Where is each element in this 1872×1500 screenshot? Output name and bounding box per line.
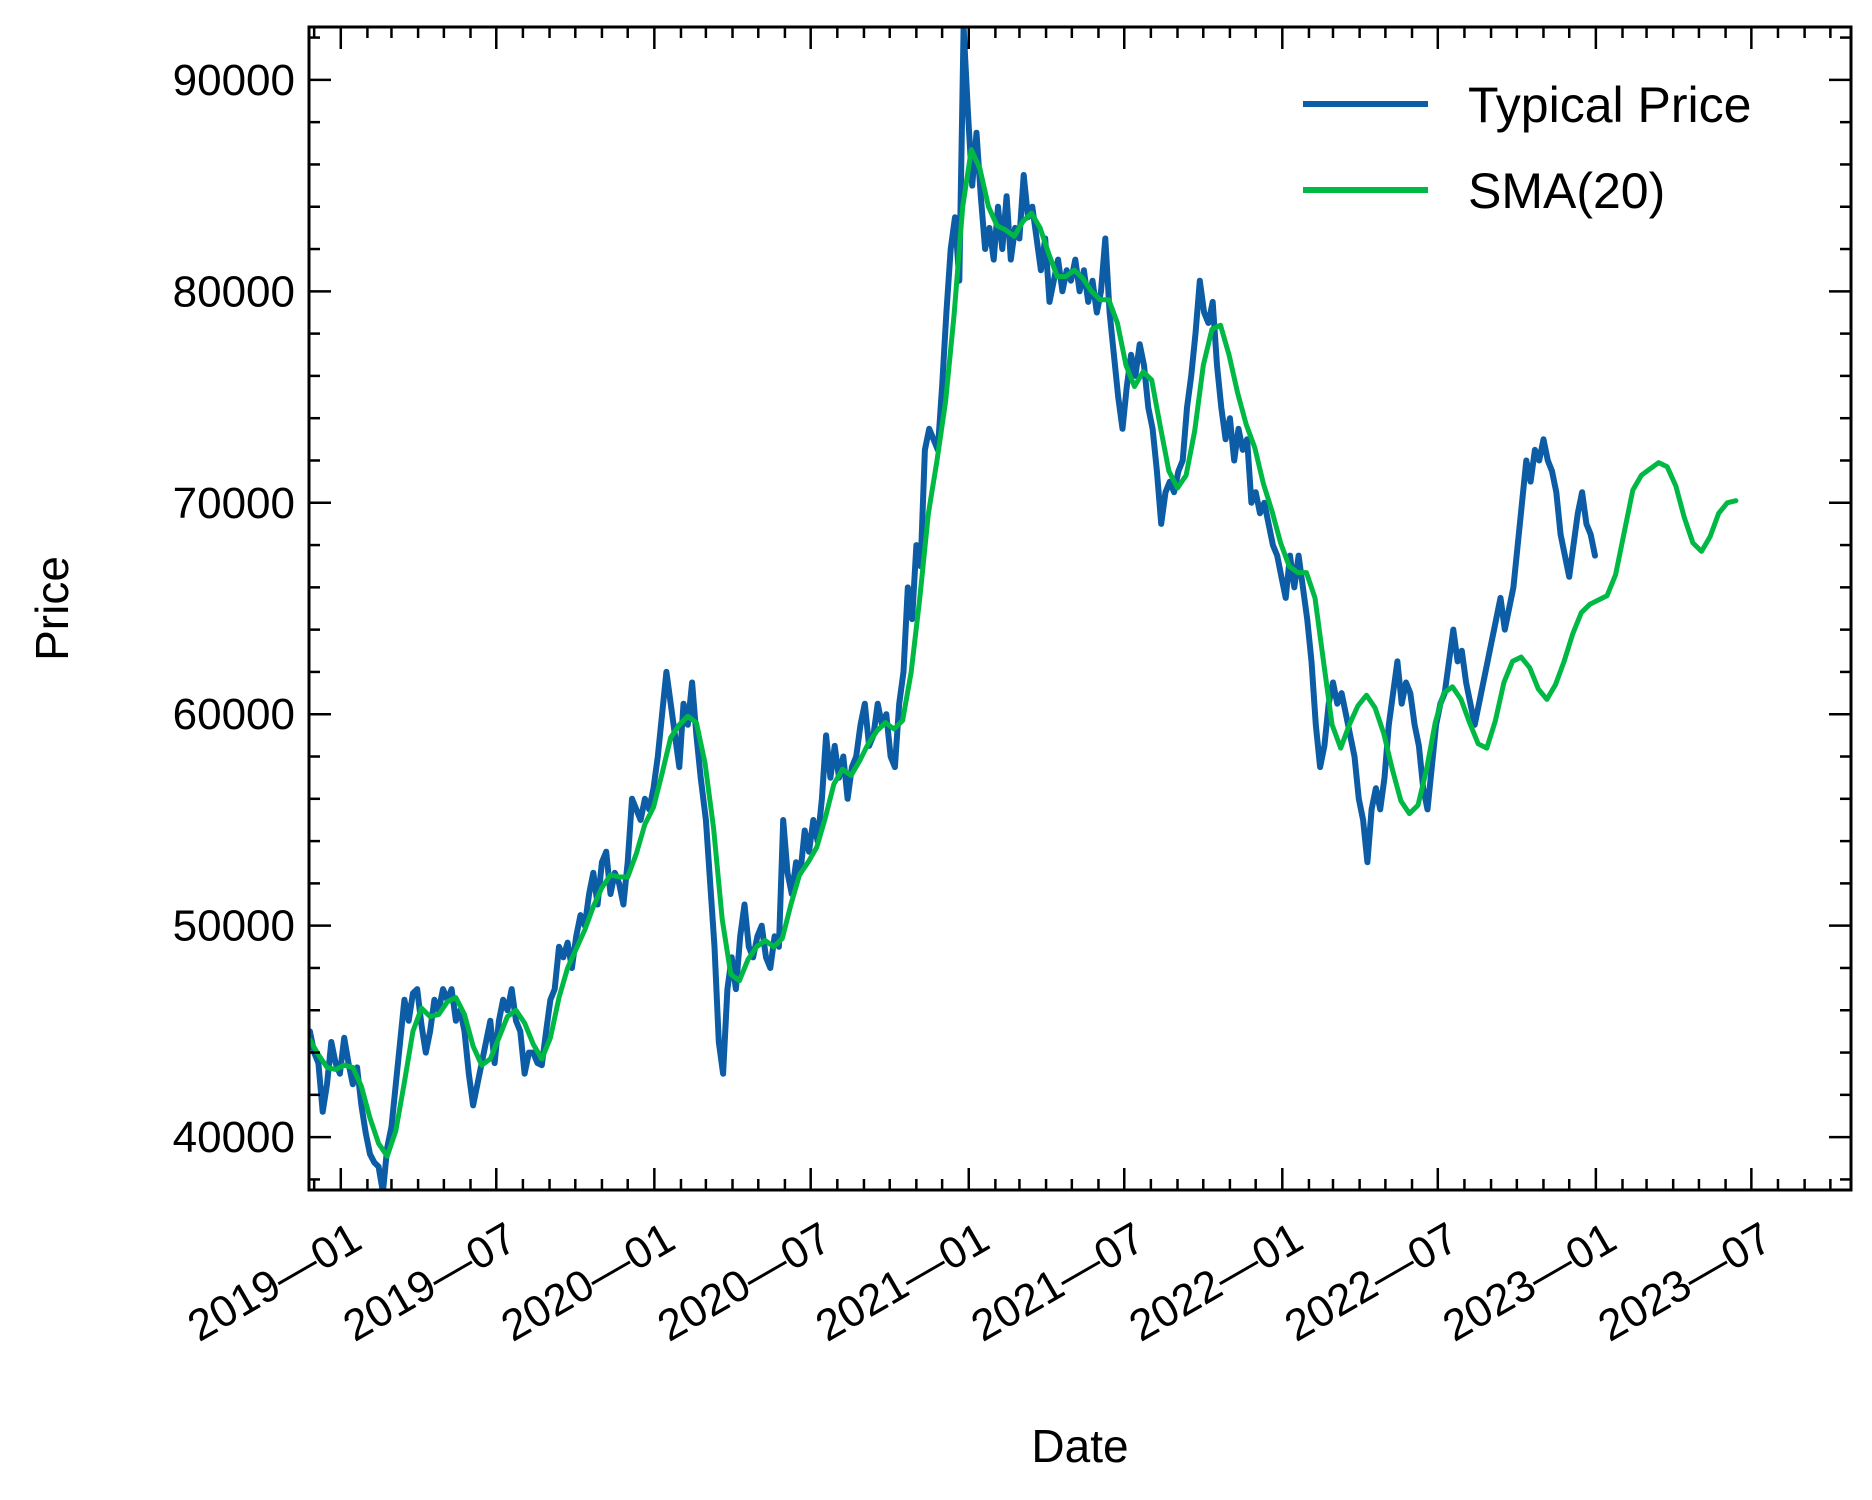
- plot-frame: [307, 25, 1853, 1192]
- legend-label-typical-price: Typical Price: [1468, 77, 1751, 133]
- x-axis-label: Date: [1031, 1420, 1128, 1472]
- legend-label-sma: SMA(20): [1468, 163, 1665, 219]
- y-tick-label: 70000: [173, 479, 295, 528]
- y-tick-label: 80000: [173, 267, 295, 316]
- y-tick-label: 60000: [173, 690, 295, 739]
- y-tick-label: 90000: [173, 56, 295, 105]
- y-tick-label: 50000: [173, 902, 295, 951]
- y-axis-label: Price: [26, 556, 78, 661]
- legend: Typical Price SMA(20): [1303, 77, 1751, 219]
- series-line-sma-20: [309, 147, 1739, 1159]
- series-layer: [309, 27, 1739, 1190]
- series-line-typical-price: [309, 27, 1598, 1190]
- tick-layer: [309, 27, 1851, 1190]
- y-tick-label: 40000: [173, 1113, 295, 1162]
